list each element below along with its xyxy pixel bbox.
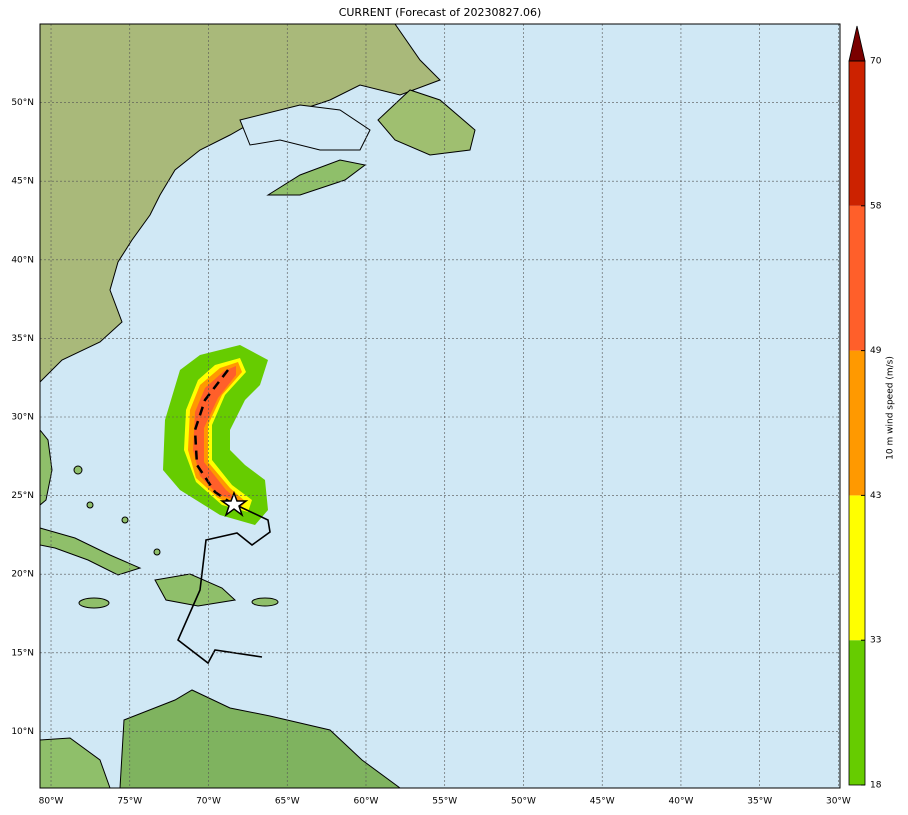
colorbar-band [849,640,865,785]
lon-label: 45°W [590,797,615,807]
lon-label: 55°W [432,797,457,807]
lon-label: 60°W [354,797,379,807]
land [39,23,476,789]
lon-label: 35°W [747,797,772,807]
colorbar-tick-label: 58 [870,201,882,211]
map-frame [39,23,841,789]
lat-label: 25°N [11,491,34,501]
forecast-track [193,369,235,507]
colorbar-band [849,350,865,496]
colorbar-label: 10 m wind speed (m/s) [886,356,896,460]
lat-label: 45°N [11,177,34,187]
map-title: CURRENT (Forecast of 20230827.06) [339,6,542,19]
lat-label: 30°N [11,413,34,423]
lon-label: 65°W [275,797,300,807]
lat-label: 10°N [11,727,34,737]
storm-position [219,490,249,518]
colorbar-tick-label: 49 [870,346,882,356]
colorbar-band [849,205,865,351]
lon-label: 30°W [826,797,851,807]
colorbar-tick-label: 70 [870,57,882,67]
colorbar-band [849,495,865,641]
lon-label: 50°W [511,797,536,807]
colorbar-tick-label: 18 [870,781,882,791]
lat-label: 15°N [11,648,34,658]
colorbar-extend [848,25,866,62]
lon-label: 40°W [669,797,694,807]
lat-label: 35°N [11,334,34,344]
colorbar-band [849,61,865,206]
past-track [177,503,271,665]
colorbar-frame [848,60,866,786]
colorbar-tick-label: 43 [870,491,881,501]
lon-label: 80°W [39,797,64,807]
lon-label: 70°W [196,797,221,807]
lat-label: 40°N [11,255,34,265]
colorbar-tick-label: 33 [870,636,881,646]
lon-label: 75°W [117,797,142,807]
lat-label: 20°N [11,570,34,580]
lat-label: 50°N [11,98,34,108]
